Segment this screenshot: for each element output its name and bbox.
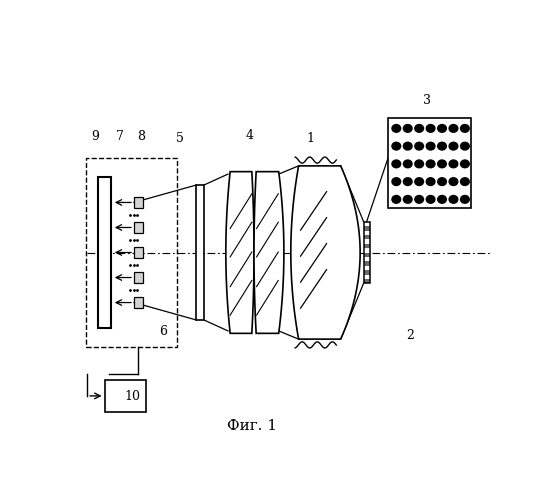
Bar [363,230,369,235]
Circle shape [415,124,424,132]
Bar [363,226,369,230]
Circle shape [461,160,469,168]
Bar [134,196,143,208]
Circle shape [438,142,446,150]
Circle shape [415,196,424,203]
Bar [363,222,369,226]
Circle shape [404,178,412,186]
Circle shape [392,142,401,150]
Circle shape [461,142,469,150]
Bar [363,235,369,240]
Circle shape [404,142,412,150]
Text: 8: 8 [138,130,145,143]
Text: 3: 3 [423,94,432,107]
Bar [134,222,143,234]
Circle shape [438,196,446,203]
Bar [363,222,369,284]
Polygon shape [291,166,360,339]
Circle shape [427,178,435,186]
Circle shape [415,160,424,168]
Circle shape [392,196,401,203]
Bar [363,274,369,279]
Text: 7: 7 [116,130,124,143]
Text: 1: 1 [306,132,314,145]
Bar [105,380,146,412]
Circle shape [438,124,446,132]
Circle shape [415,178,424,186]
Circle shape [461,124,469,132]
Bar [363,257,369,262]
Circle shape [449,178,458,186]
Text: 2: 2 [406,329,414,342]
Bar [196,185,203,320]
Text: Фиг. 1: Фиг. 1 [227,420,277,434]
Circle shape [438,160,446,168]
Bar [363,279,369,283]
Circle shape [461,196,469,203]
Circle shape [449,142,458,150]
Circle shape [438,178,446,186]
Bar [363,270,369,274]
Bar [134,272,143,283]
Bar [86,158,177,347]
Circle shape [449,160,458,168]
Circle shape [449,196,458,203]
Bar [363,262,369,266]
Text: 9: 9 [91,130,99,143]
Bar [389,118,471,208]
Circle shape [427,160,435,168]
Circle shape [427,142,435,150]
Text: 10: 10 [125,390,141,404]
Bar [363,248,369,252]
Bar [363,244,369,248]
Circle shape [404,160,412,168]
Bar [98,178,111,328]
Text: 5: 5 [177,132,184,145]
Polygon shape [254,172,284,334]
Bar [363,252,369,257]
Circle shape [449,124,458,132]
Polygon shape [226,172,254,334]
Circle shape [392,160,401,168]
Circle shape [392,124,401,132]
Circle shape [427,124,435,132]
Bar [134,246,143,258]
Bar [363,240,369,244]
Circle shape [415,142,424,150]
Circle shape [427,196,435,203]
Text: 6: 6 [159,325,167,338]
Text: 4: 4 [245,128,254,141]
Bar [363,266,369,270]
Circle shape [392,178,401,186]
Bar [134,297,143,308]
Circle shape [404,196,412,203]
Circle shape [461,178,469,186]
Circle shape [404,124,412,132]
